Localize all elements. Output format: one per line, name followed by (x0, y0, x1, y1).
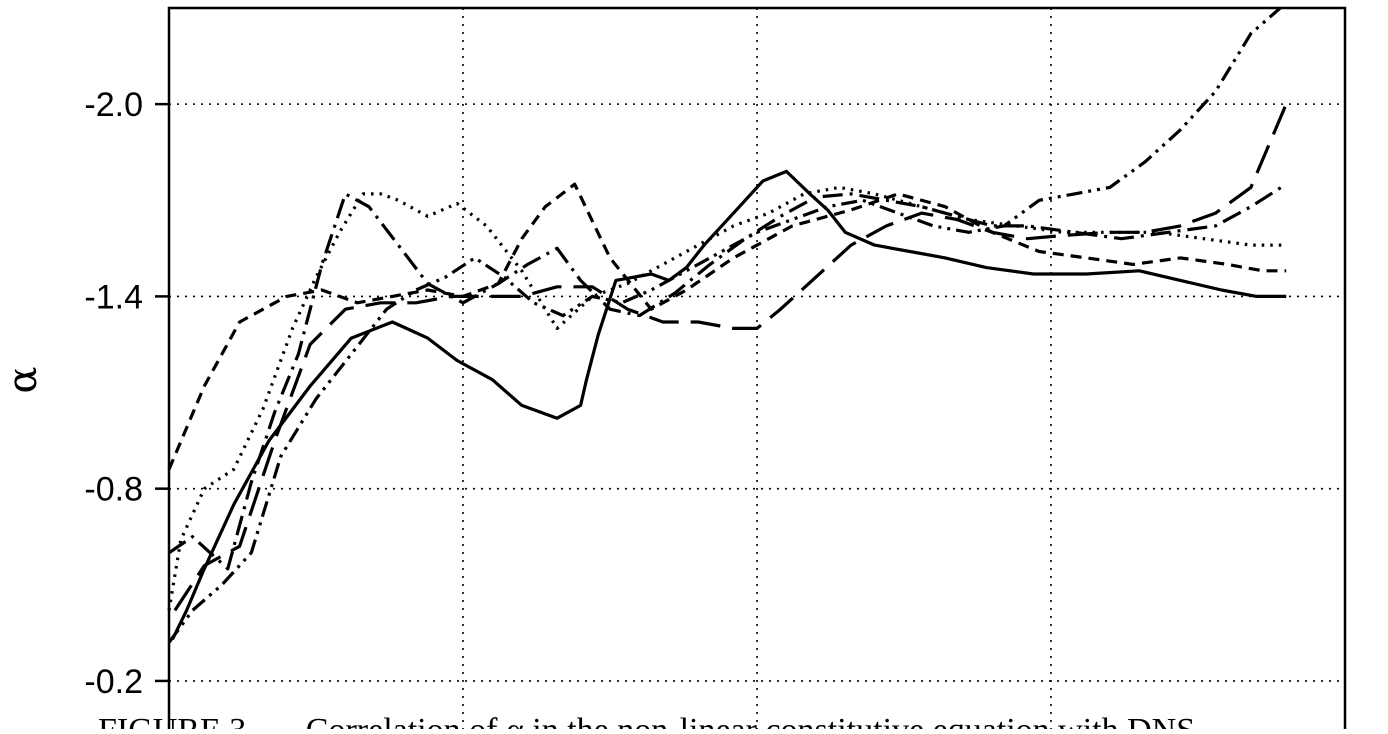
grid (169, 8, 1345, 729)
series-line-dash-dot-dot (167, 6, 1282, 644)
series-group (167, 6, 1288, 644)
y-tick-label: -1.4 (84, 278, 143, 316)
plot-frame (167, 6, 1347, 734)
y-tick-labels: -2.0 -1.4 -0.8 -0.2 (84, 86, 143, 701)
series-line-dash-dot (168, 182, 1288, 571)
series-line-solid (171, 169, 1287, 641)
axes (155, 6, 1347, 734)
y-axis-label: α (0, 366, 46, 393)
series-line-short-dash (167, 182, 1287, 471)
y-tick-label: -2.0 (84, 86, 143, 124)
y-tick-label: -0.8 (84, 471, 143, 509)
series-line-long-dash (173, 103, 1288, 612)
figure-caption: FIGURE 3. — Correlation of α in the non-… (98, 712, 1204, 729)
y-tick-label: -0.2 (84, 663, 143, 701)
